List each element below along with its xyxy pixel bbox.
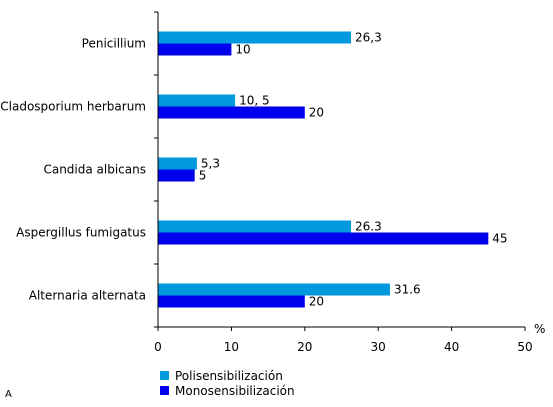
y-axis-ticks — [154, 11, 158, 328]
legend: Polisensibilización Monosensibilización — [160, 368, 295, 398]
data-label: 20 — [309, 295, 324, 309]
bar-monosensibilizacion — [158, 232, 489, 245]
legend-label: Monosensibilización — [175, 383, 295, 398]
bars-group — [158, 31, 489, 308]
category-labels: Penicillium Cladosporium herbarum Candida … — [0, 37, 146, 303]
bar-polisensibilizacion — [158, 283, 390, 296]
legend-swatch — [160, 371, 169, 380]
x-tick-label: 40 — [444, 340, 459, 354]
data-label: 26,3 — [355, 31, 382, 45]
bar-polisensibilizacion — [158, 31, 352, 44]
category-label: Cladosporium herbarum — [0, 100, 146, 114]
data-label: 20 — [309, 106, 324, 120]
legend-swatch — [160, 386, 169, 395]
category-label: Aspergillus fumigatus — [16, 226, 146, 240]
x-tick-label: 50 — [517, 340, 532, 354]
x-tick-label: 10 — [224, 340, 239, 354]
category-label: Candida albicans — [43, 163, 146, 177]
data-labels: 26,3 10 10, 5 20 5,35 26.3 45 31.6 20 — [199, 31, 508, 309]
data-label: 5,3 — [201, 157, 220, 171]
data-label: 5 — [199, 169, 207, 183]
legend-item-polisensibilizacion: Polisensibilización — [160, 368, 295, 383]
legend-label: Polisensibilización — [175, 368, 283, 383]
bar-polisensibilizacion — [158, 220, 352, 233]
data-label: 26.3 — [355, 220, 382, 234]
data-label: 10, 5 — [239, 94, 270, 108]
bar-monosensibilizacion — [158, 295, 305, 308]
x-tick-label: 20 — [297, 340, 312, 354]
bar-monosensibilizacion — [158, 43, 232, 56]
data-label: 45 — [492, 232, 507, 246]
legend-item-monosensibilizacion: Monosensibilización — [160, 383, 295, 398]
bar-polisensibilizacion — [158, 157, 197, 170]
bar-polisensibilizacion — [158, 94, 236, 107]
bar-monosensibilizacion — [158, 169, 195, 182]
x-tick-label: 30 — [371, 340, 386, 354]
category-label: Alternaria alternata — [29, 289, 146, 303]
x-tick-label: 0 — [154, 340, 162, 354]
panel-letter: A — [5, 389, 12, 400]
x-axis-ticks: 0 10 20 30 40 50 — [154, 327, 533, 354]
category-label: Penicillium — [82, 37, 146, 51]
bar-monosensibilizacion — [158, 106, 305, 119]
data-label: 10 — [235, 43, 250, 57]
data-label: 31.6 — [394, 283, 421, 297]
x-axis-unit: % — [534, 322, 545, 336]
